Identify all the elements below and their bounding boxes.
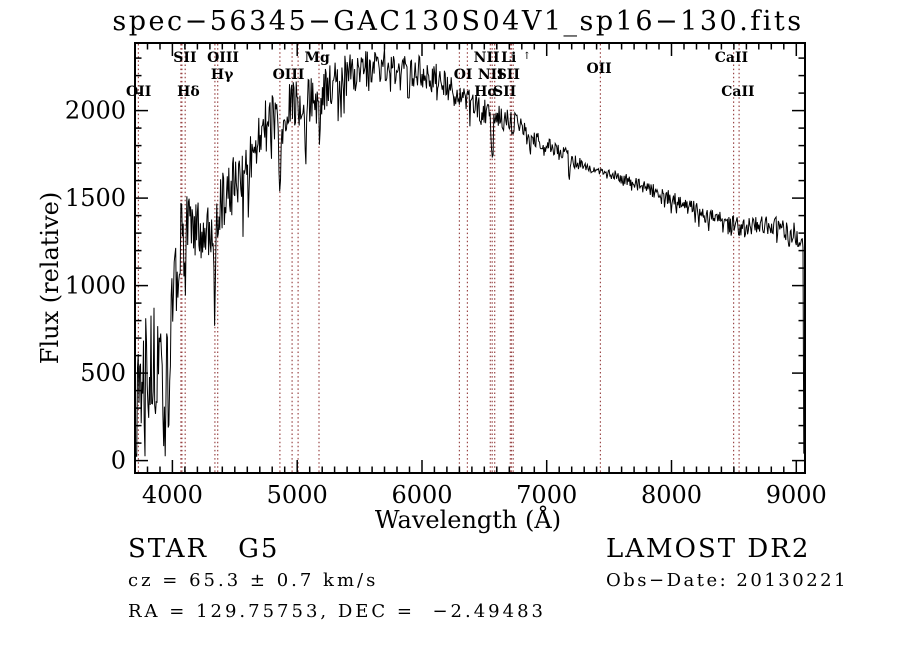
line-label-Mg: Mg bbox=[305, 50, 330, 66]
line-label-Hδ: Hδ bbox=[177, 84, 200, 100]
x-tick-label-6000: 6000 bbox=[391, 481, 452, 509]
observation-date-line: Obs−Date: 20130221 bbox=[606, 570, 849, 591]
line-label-OIII: OIII bbox=[273, 67, 305, 83]
y-tick-label-1500: 1500 bbox=[65, 184, 126, 212]
plot-title: spec−56345−GAC130S04V1_sp16−130.fits bbox=[112, 6, 804, 37]
line-label-Li: Li bbox=[501, 50, 516, 66]
line-label-NII: NII bbox=[478, 67, 504, 83]
y-tick-label-0: 0 bbox=[111, 447, 126, 475]
radial-velocity-line: cz = 65.3 ± 0.7 km/s bbox=[128, 570, 379, 591]
spectral-line-markers bbox=[137, 44, 740, 472]
line-label-OI: OI bbox=[454, 67, 473, 83]
survey-release-label: LAMOST DR2 bbox=[606, 534, 811, 564]
x-tick-label-5000: 5000 bbox=[267, 481, 328, 509]
spectrum-trace bbox=[135, 48, 805, 457]
axis-tick-labels: 4000 5000 6000 7000 8000 9000 0 500 1000 1500 2000 bbox=[65, 97, 827, 509]
plot-frame-and-ticks bbox=[134, 42, 806, 474]
spectrum-flux-curve bbox=[135, 48, 805, 457]
coordinates-line: RA = 129.75753, DEC = −2.49483 bbox=[128, 601, 546, 622]
line-label-CaII: CaII bbox=[721, 84, 754, 100]
line-label-Hγ: Hγ bbox=[211, 67, 234, 83]
plot-frame bbox=[134, 42, 806, 474]
object-class: STAR bbox=[128, 534, 209, 564]
x-axis-title: Wavelength (Å) bbox=[375, 505, 561, 534]
line-label-arrow-icon: ↑ bbox=[523, 51, 531, 62]
x-tick-label-7000: 7000 bbox=[516, 481, 577, 509]
x-tick-label-9000: 9000 bbox=[766, 481, 827, 509]
x-tick-label-8000: 8000 bbox=[641, 481, 702, 509]
line-label-OIII: OIII bbox=[207, 50, 239, 66]
y-tick-label-500: 500 bbox=[80, 359, 126, 387]
line-label-OII: OII bbox=[586, 61, 611, 77]
object-classification: STAR G5 bbox=[128, 534, 279, 564]
line-label-OII: OII bbox=[126, 84, 151, 100]
y-tick-label-2000: 2000 bbox=[65, 97, 126, 125]
line-label-NII: NII bbox=[474, 50, 500, 66]
line-label-SII: SII bbox=[173, 50, 196, 66]
x-tick-label-4000: 4000 bbox=[142, 481, 203, 509]
y-axis-title: Flux (relative) bbox=[36, 192, 64, 364]
line-label-Hα: Hα bbox=[474, 84, 498, 100]
line-label-SII: SII bbox=[493, 84, 516, 100]
y-tick-label-1000: 1000 bbox=[65, 272, 126, 300]
line-label-SII: SII bbox=[497, 67, 520, 83]
line-label-CaII: CaII bbox=[715, 50, 748, 66]
object-subclass: G5 bbox=[238, 534, 280, 564]
